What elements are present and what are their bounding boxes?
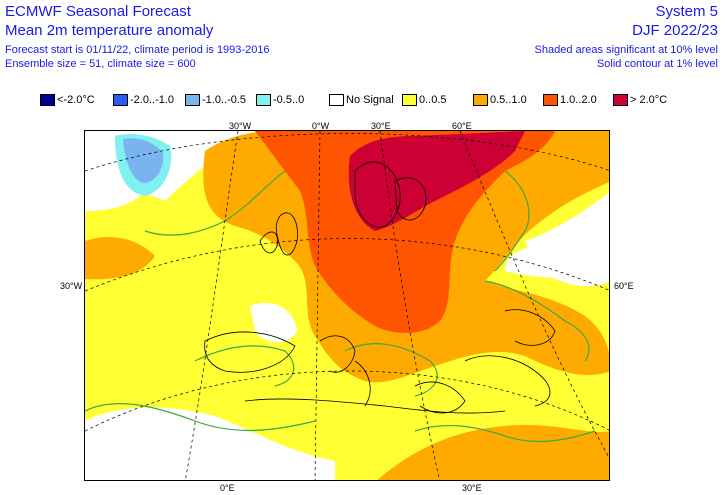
legend-label: 1.0..2.0 xyxy=(560,94,597,106)
legend-item: -0.5..0 xyxy=(256,93,304,107)
legend-swatch xyxy=(40,94,55,106)
legend-item: > 2.0°C xyxy=(613,93,667,107)
legend-label: > 2.0°C xyxy=(630,94,668,106)
legend-label: <-2.0°C xyxy=(57,94,95,106)
title: ECMWF Seasonal Forecast xyxy=(5,3,191,20)
legend-swatch xyxy=(543,94,558,106)
graticule xyxy=(85,131,609,480)
grid-label-bottom-0e: 0°E xyxy=(220,483,235,493)
legend-label: No Signal xyxy=(346,94,394,106)
grid-label-top-0w: 0°W xyxy=(312,121,330,131)
legend-item: <-2.0°C xyxy=(40,93,95,107)
anomaly-map xyxy=(84,130,610,481)
legend-label: -0.5..0 xyxy=(273,94,305,106)
region-0.5-1.0-west xyxy=(85,236,155,280)
legend-swatch xyxy=(613,94,628,106)
significance-contours xyxy=(85,170,596,443)
subtitle: Mean 2m temperature anomaly xyxy=(5,22,214,39)
ensemble-info: Ensemble size = 51, climate size = 600 xyxy=(5,58,196,70)
no-signal-south xyxy=(85,407,335,480)
no-signal-east xyxy=(525,192,609,287)
region-neg-1.0-0.5 xyxy=(123,138,164,183)
system-label: System 5 xyxy=(655,3,718,20)
legend-swatch xyxy=(256,94,271,106)
legend-swatch xyxy=(185,94,200,106)
legend-label: 0..0.5 xyxy=(419,94,447,106)
forecast-info: Forecast start is 01/11/22, climate peri… xyxy=(5,44,270,56)
legend-item: No Signal xyxy=(329,93,394,107)
region-gt-2.0 xyxy=(348,131,525,231)
grid-label-top-30e: 30°E xyxy=(371,121,391,131)
contour-note: Solid contour at 1% level xyxy=(596,58,718,70)
shading-note: Shaded areas significant at 10% level xyxy=(534,44,718,56)
legend-item: 0.5..1.0 xyxy=(473,93,527,107)
region-0.5-1.0-south xyxy=(377,425,609,480)
legend-swatch xyxy=(113,94,128,106)
season-label: DJF 2022/23 xyxy=(632,22,718,39)
no-signal-iberia xyxy=(250,302,297,343)
legend-item: 1.0..2.0 xyxy=(543,93,597,107)
grid-label-right-60e: 60°E xyxy=(614,281,634,291)
grid-label-top-30w: 30°W xyxy=(229,121,252,131)
grid-label-top-60e: 60°E xyxy=(452,121,472,131)
legend-item: 0..0.5 xyxy=(402,93,447,107)
legend-label: 0.5..1.0 xyxy=(490,94,527,106)
region-1.0-2.0 xyxy=(255,131,555,333)
legend-swatch xyxy=(402,94,417,106)
legend-swatch xyxy=(329,94,344,106)
map-canvas xyxy=(85,131,609,480)
legend-item: -2.0..-1.0 xyxy=(113,93,174,107)
legend-label: -2.0..-1.0 xyxy=(130,94,175,106)
legend-label: -1.0..-0.5 xyxy=(202,94,247,106)
coastlines xyxy=(204,161,556,414)
grid-label-bottom-30e: 30°E xyxy=(462,483,482,493)
legend-item: -1.0..-0.5 xyxy=(185,93,246,107)
grid-label-left-30w: 30°W xyxy=(60,281,83,291)
legend-swatch xyxy=(473,94,488,106)
